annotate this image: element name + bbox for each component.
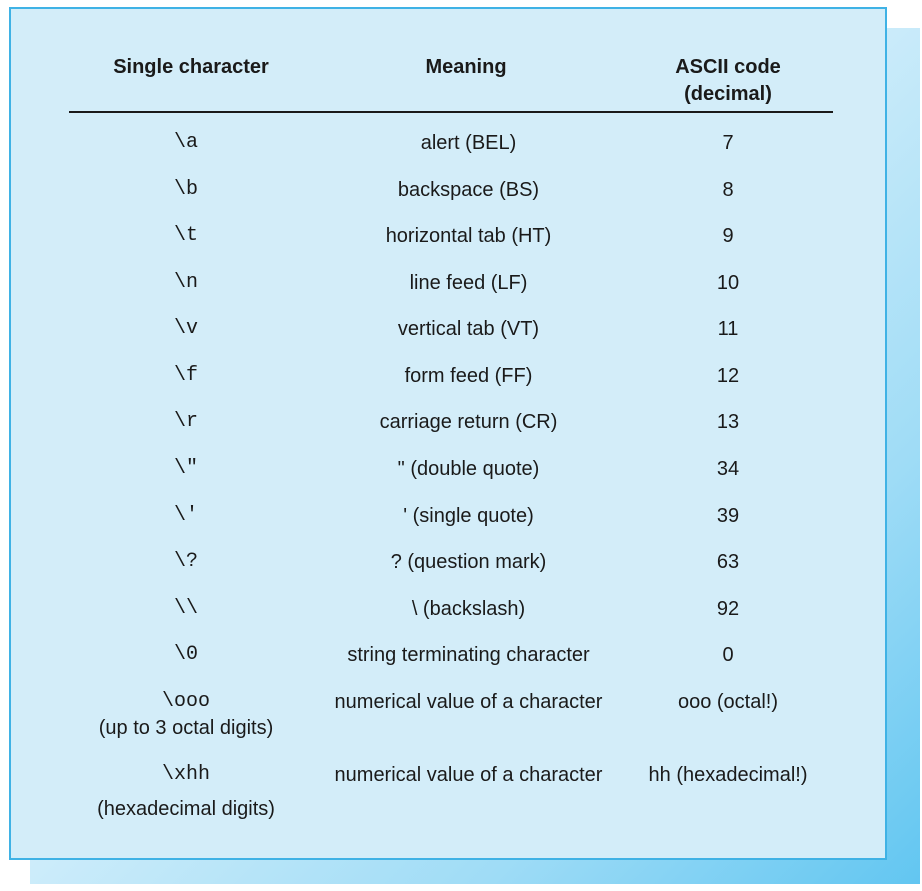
escape-char: \?: [173, 550, 198, 573]
header-single-character: Single character: [113, 56, 269, 78]
escape-char: \': [173, 504, 198, 527]
escape-meaning: numerical value of a character: [334, 691, 603, 713]
header-ascii-code: ASCII code (decimal): [623, 54, 833, 108]
escape-meaning: ' (single quote): [403, 505, 534, 527]
escape-char-cell: \xhh (hexadecimal digits): [81, 762, 291, 822]
escape-meaning: backspace (BS): [397, 179, 540, 201]
table-row: \xhh (hexadecimal digits) numerical valu…: [11, 762, 885, 832]
escape-code: 0: [722, 644, 734, 666]
escape-code: 34: [716, 458, 740, 480]
escape-code: 7: [722, 132, 734, 154]
escape-meaning: horizontal tab (HT): [385, 225, 552, 247]
escape-code: ooo (octal!): [677, 691, 779, 713]
header-ascii-code-line1: ASCII code: [675, 56, 781, 78]
escape-char: \ooo: [161, 690, 210, 713]
escape-meaning: ? (question mark): [390, 551, 547, 573]
escape-char: \n: [173, 271, 198, 294]
table-row: \f form feed (FF) 12: [11, 363, 885, 409]
escape-meaning: carriage return (CR): [379, 411, 558, 433]
escape-code: 92: [716, 598, 740, 620]
escape-code: 39: [716, 505, 740, 527]
escape-sequence-table: Single character Meaning ASCII code (dec…: [9, 7, 887, 860]
escape-meaning: form feed (FF): [404, 365, 533, 387]
escape-code: 11: [717, 318, 739, 340]
escape-meaning: string terminating character: [347, 644, 590, 666]
escape-code: 13: [716, 411, 740, 433]
escape-code: 10: [716, 272, 740, 294]
escape-meaning: " (double quote): [397, 458, 540, 480]
escape-code: 9: [722, 225, 734, 247]
escape-char: \t: [173, 224, 198, 247]
escape-char: \f: [173, 364, 198, 387]
table-row: \n line feed (LF) 10: [11, 270, 885, 316]
table-row: \" " (double quote) 34: [11, 456, 885, 502]
escape-code: 12: [716, 365, 740, 387]
escape-meaning: alert (BEL): [420, 132, 517, 154]
escape-char: \b: [173, 178, 198, 201]
header-rule: [69, 111, 833, 113]
escape-meaning: vertical tab (VT): [397, 318, 540, 340]
escape-meaning: \ (backslash): [411, 598, 526, 620]
table-row: \0 string terminating character 0: [11, 642, 885, 688]
table-row: \b backspace (BS) 8: [11, 177, 885, 223]
escape-char-note: (up to 3 octal digits): [98, 717, 274, 739]
escape-char-cell: \ooo (up to 3 octal digits): [81, 689, 291, 741]
escape-char: \\: [173, 597, 198, 620]
escape-char: \v: [173, 317, 198, 340]
table-header: Single character Meaning ASCII code (dec…: [11, 9, 885, 121]
escape-char-note: (hexadecimal digits): [97, 798, 275, 820]
escape-char: \xhh: [161, 763, 210, 786]
escape-code: 8: [722, 179, 734, 201]
escape-char: \0: [173, 643, 198, 666]
escape-meaning: line feed (LF): [409, 272, 528, 294]
header-ascii-code-line2: (decimal): [684, 83, 772, 105]
escape-meaning: numerical value of a character: [334, 764, 603, 786]
table-row: \v vertical tab (VT) 11: [11, 316, 885, 362]
table-row: \\ \ (backslash) 92: [11, 596, 885, 642]
escape-char: \": [173, 457, 198, 480]
table-row: \r carriage return (CR) 13: [11, 409, 885, 455]
escape-code: 63: [716, 551, 740, 573]
table-row: \t horizontal tab (HT) 9: [11, 223, 885, 269]
escape-char: \r: [173, 410, 198, 433]
table-row: \ooo (up to 3 octal digits) numerical va…: [11, 689, 885, 749]
escape-char: \a: [173, 131, 198, 154]
table-row: \' ' (single quote) 39: [11, 503, 885, 549]
table-row: \a alert (BEL) 7: [11, 130, 885, 176]
escape-code: hh (hexadecimal!): [648, 764, 808, 786]
header-meaning: Meaning: [425, 56, 507, 78]
table-row: \? ? (question mark) 63: [11, 549, 885, 595]
